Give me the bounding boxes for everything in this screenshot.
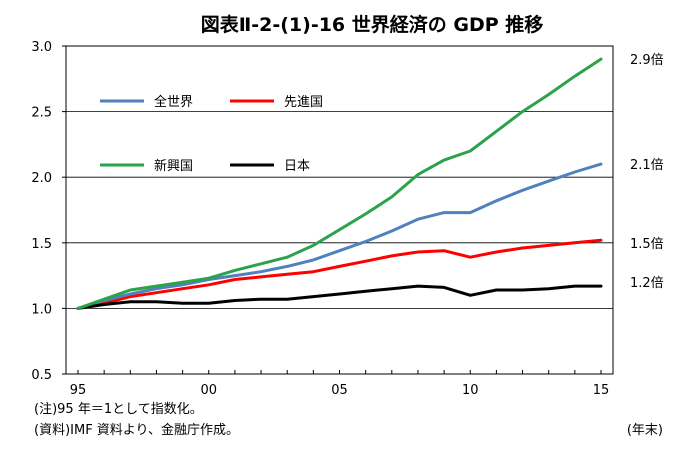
x-tick-label: 10 <box>462 383 479 398</box>
legend-label: 新興国 <box>154 158 193 174</box>
legend-label: 日本 <box>284 159 310 174</box>
y-tick-label: 2.0 <box>31 171 52 186</box>
x-tick-label: 95 <box>70 383 87 398</box>
y-axis-ticks: 0.5 1.0 1.5 2.0 2.5 3.0 <box>31 40 66 383</box>
end-label: 2.9倍 <box>630 53 664 68</box>
series-line-3 <box>76 284 603 310</box>
x-axis-ticks: 95 00 05 10 15 <box>70 370 610 398</box>
x-axis-unit-label: (年末) <box>626 423 663 438</box>
y-tick-label: 1.5 <box>31 237 52 252</box>
legend-label: 先進国 <box>284 95 323 110</box>
source-annotation: (資料)IMF 資料より、金融庁作成。 <box>34 423 240 438</box>
series-lines <box>76 57 603 310</box>
legend-label: 全世界 <box>154 94 193 110</box>
chart-title: 図表Ⅱ-2-(1)-16 世界経済の GDP 推移 <box>201 13 544 36</box>
y-tick-label: 3.0 <box>31 40 52 55</box>
series-line-1 <box>76 238 603 310</box>
x-tick-label: 15 <box>593 383 610 398</box>
end-label: 1.5倍 <box>630 237 664 252</box>
end-label: 1.2倍 <box>630 276 664 291</box>
gridlines <box>66 111 613 309</box>
y-tick-label: 0.5 <box>31 368 52 383</box>
y-tick-label: 1.0 <box>31 302 52 317</box>
y-tick-label: 2.5 <box>31 106 52 121</box>
series-line-0 <box>76 162 603 310</box>
x-tick-label: 05 <box>331 383 348 398</box>
end-labels: 2.9倍 2.1倍 1.5倍 1.2倍 <box>630 53 664 291</box>
note-annotation: (注)95 年＝1として指数化。 <box>34 402 203 417</box>
series-line-2 <box>76 57 603 310</box>
plot-area <box>65 45 614 375</box>
end-label: 2.1倍 <box>630 158 664 173</box>
x-tick-label: 00 <box>200 383 217 398</box>
